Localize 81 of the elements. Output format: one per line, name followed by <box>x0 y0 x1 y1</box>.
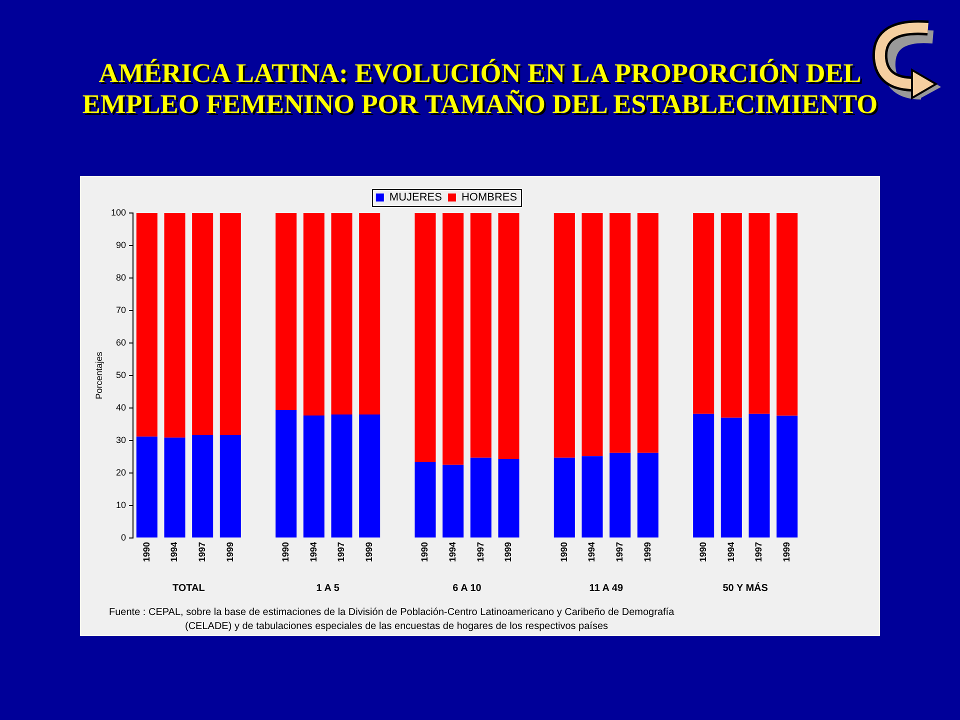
y-tick-label: 0 <box>120 532 126 542</box>
x-tick-label: 1999 <box>224 542 235 562</box>
bar <box>220 213 241 435</box>
x-tick-label: 1997 <box>754 542 764 562</box>
x-tick-label: 1994 <box>169 542 180 562</box>
y-tick-label: 20 <box>116 467 126 478</box>
bar <box>610 452 631 538</box>
x-tick-label: 1997 <box>475 542 486 562</box>
bar <box>776 213 798 416</box>
x-tick-label: 1999 <box>503 542 514 562</box>
bar <box>693 213 714 414</box>
bar <box>693 414 714 538</box>
x-tick-label: 1997 <box>197 542 208 562</box>
x-tick-label: 1990 <box>141 542 152 562</box>
x-tick-label: 1999 <box>782 542 792 562</box>
x-tick-label: 1990 <box>280 542 291 562</box>
x-tick-label: 1994 <box>586 542 597 562</box>
bar <box>720 418 742 538</box>
bar <box>470 458 492 538</box>
x-tick-label: 1999 <box>642 542 652 562</box>
bar <box>220 434 241 538</box>
y-tick-label: 50 <box>116 370 126 380</box>
bar <box>498 213 520 460</box>
bar <box>554 213 575 458</box>
x-tick-label: 1994 <box>308 542 318 562</box>
x-tick-label: 1990 <box>420 542 430 562</box>
chart-title: AMÉRICA LATINA: EVOLUCIÓN EN LA PROPORCIÓN DEL EMPLEO FEMENINO POR TAMAÑO DEL ESTABLECIMIENTO <box>81 58 879 120</box>
x-tick-label: 1994 <box>726 542 736 562</box>
bar <box>414 213 436 462</box>
bar <box>414 462 436 538</box>
legend-label: HOMBRES <box>461 192 518 204</box>
bar <box>136 436 158 538</box>
bar <box>776 416 798 538</box>
x-tick-label: 1997 <box>336 542 346 562</box>
y-axis-title: Porcentajes <box>94 351 104 400</box>
text: TOTAL <box>172 582 205 594</box>
legend-label: MUJERES <box>389 192 442 204</box>
bar <box>164 213 186 438</box>
bar <box>331 414 352 538</box>
y-tick-label: 40 <box>116 402 126 412</box>
bar <box>582 456 603 538</box>
text: 6 A 10 <box>452 582 482 594</box>
bar <box>303 415 324 538</box>
bar <box>276 410 297 538</box>
y-tick-label: 90 <box>116 240 126 250</box>
bar <box>136 213 158 437</box>
bar <box>359 213 380 414</box>
bar <box>637 213 658 453</box>
y-tick-label: 10 <box>116 500 126 510</box>
bar <box>748 213 770 414</box>
text: 50 Y MÁS <box>722 582 768 594</box>
bar <box>192 213 214 435</box>
text: 1 A 5 <box>316 582 340 594</box>
bar <box>276 213 297 410</box>
x-tick-label: 1994 <box>448 542 458 562</box>
x-tick-label: 1997 <box>614 542 625 562</box>
bar <box>442 464 464 538</box>
bar <box>164 438 186 538</box>
bar <box>470 213 492 458</box>
x-tick-label: 1990 <box>558 542 569 562</box>
x-tick-label: 1990 <box>698 542 708 562</box>
bar <box>498 459 520 538</box>
bar <box>720 213 742 418</box>
bar <box>442 213 464 465</box>
bar <box>192 434 214 538</box>
bar <box>331 213 352 414</box>
x-tick-label: 1999 <box>364 542 374 562</box>
bar <box>554 458 575 538</box>
bar <box>610 213 631 453</box>
y-tick-label: 60 <box>116 337 126 348</box>
bar <box>359 414 380 538</box>
bar <box>748 414 770 538</box>
y-tick-label: 80 <box>116 272 126 282</box>
source-note: Fuente : CEPAL, sobre la base de estimaciones de la División de Población-Centro Latinoamericano y Caribeño de Demografía (CELADE) y de tabulaciones especiales de las encuestas de hogares de los respectivos países <box>109 606 676 634</box>
text: 11 A 49 <box>589 582 624 594</box>
y-tick-label: 100 <box>110 207 126 218</box>
y-tick-label: 30 <box>116 434 126 445</box>
bar <box>637 452 658 538</box>
bar <box>582 213 603 456</box>
y-tick-label: 70 <box>116 304 126 315</box>
bar <box>303 213 324 416</box>
